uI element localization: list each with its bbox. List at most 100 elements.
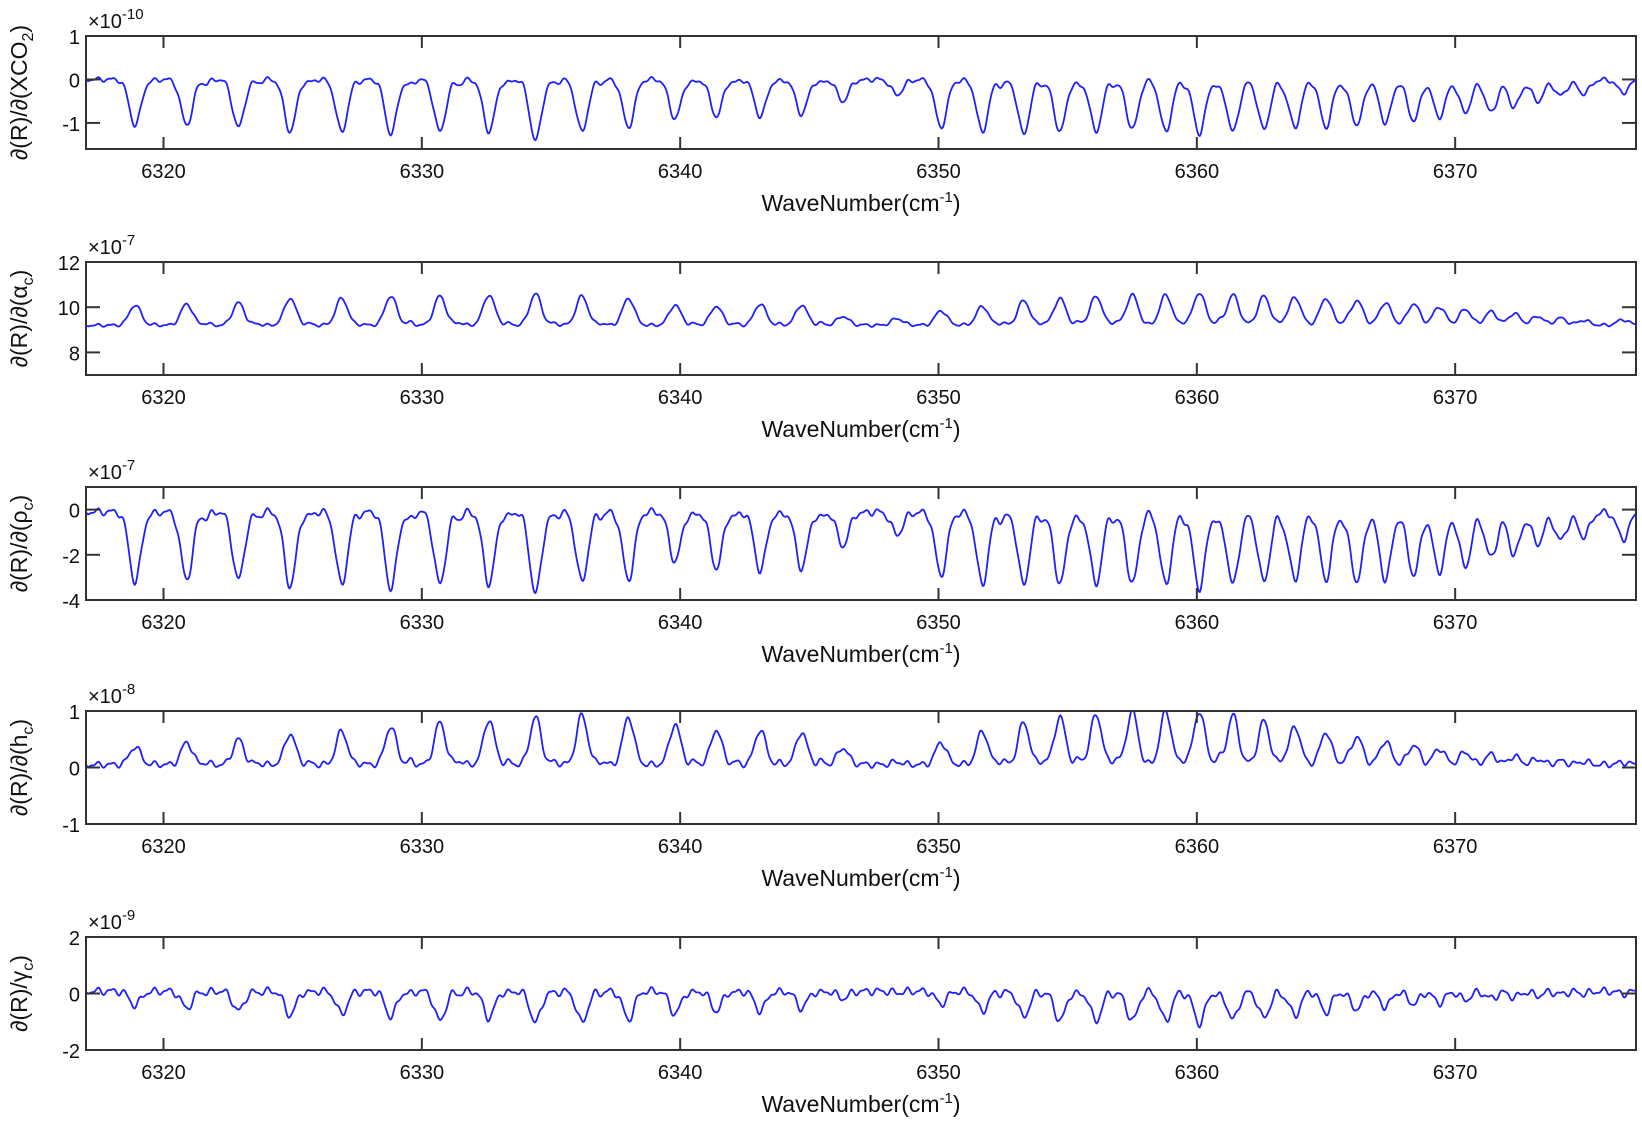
x-axis-label-main: WaveNumber(cm — [761, 190, 939, 216]
x-tick-label: 6340 — [658, 836, 703, 858]
y-tick-label: -2 — [62, 1041, 80, 1063]
y-exponent-base: ×10 — [88, 686, 122, 708]
panel-4: 6320 6330 6340 6350 6360 6370 1 0 -1 ×10-8 WaveNum… — [6, 681, 1637, 891]
x-axis-label: WaveNumber(cm-1) — [761, 1090, 960, 1117]
x-tick-label: 6320 — [141, 836, 186, 858]
y-axis-label-main: ∂(R)/∂(α — [6, 285, 32, 367]
axes-box — [85, 35, 1637, 150]
axes-box — [85, 936, 1637, 1051]
y-axis-label-end: ) — [6, 495, 32, 503]
x-axis-label: WaveNumber(cm-1) — [761, 189, 960, 216]
y-exponent-power: -10 — [122, 6, 144, 23]
x-axis-label: WaveNumber(cm-1) — [761, 640, 960, 667]
y-exponent-power: -8 — [122, 681, 135, 698]
y-axis-label-sub: c — [20, 277, 37, 285]
x-axis-label-sup: -1 — [940, 864, 953, 881]
x-axis-label-end: ) — [953, 416, 961, 442]
y-tick-label: 12 — [58, 253, 80, 275]
x-tick-label: 6320 — [141, 387, 186, 409]
y-exponent-power: -9 — [122, 907, 135, 924]
axes-box — [85, 486, 1637, 601]
y-axis-label-main: ∂(R)/γ — [6, 970, 32, 1032]
y-tick-label: 0 — [69, 70, 80, 92]
y-axis-label-sub: c — [20, 502, 37, 510]
x-axis-label-end: ) — [953, 865, 961, 891]
y-exponent-label: ×10-7 — [88, 232, 135, 259]
panel-2: 6320 6330 6340 6350 6360 6370 12 10 8 ×10-7 WaveNu… — [6, 232, 1637, 442]
x-axis-label-end: ) — [953, 641, 961, 667]
y-axis-label: ∂(R)/∂(αc) — [6, 270, 37, 368]
x-tick-label: 6320 — [141, 1062, 186, 1084]
y-tick-label: -4 — [62, 591, 80, 613]
y-tick-label: 0 — [69, 501, 80, 523]
data-series-line — [86, 986, 1636, 1029]
panel-1: 6320 6330 6340 6350 6360 6370 1 0 -1 ×10-10 WaveNu… — [6, 6, 1637, 216]
x-tick-label: 6340 — [658, 1062, 703, 1084]
x-tick-label: 6320 — [141, 612, 186, 634]
y-exponent-label: ×10-9 — [88, 907, 135, 934]
x-tick-label: 6330 — [400, 836, 445, 858]
y-tick-label: 2 — [69, 928, 80, 950]
y-axis-label: ∂(R)/γc) — [6, 955, 37, 1032]
x-tick-label: 6360 — [1175, 612, 1220, 634]
y-exponent-base: ×10 — [88, 237, 122, 259]
x-tick-label: 6350 — [916, 612, 961, 634]
y-axis-label-sub: c — [20, 727, 37, 735]
x-tick-label: 6340 — [658, 612, 703, 634]
x-axis-label-sup: -1 — [940, 189, 953, 206]
x-tick-label: 6350 — [916, 387, 961, 409]
y-axis-label-end: ) — [6, 25, 32, 33]
x-tick-label: 6360 — [1175, 1062, 1220, 1084]
x-tick-label: 6330 — [400, 612, 445, 634]
panel-3: 6320 6330 6340 6350 6360 6370 0 -2 -4 ×10-7 WaveNu… — [6, 457, 1637, 667]
y-exponent-label: ×10-8 — [88, 681, 135, 708]
x-tick-label: 6370 — [1433, 161, 1478, 183]
y-tick-label: 10 — [58, 298, 80, 320]
x-tick-label: 6370 — [1433, 612, 1478, 634]
x-tick-label: 6330 — [400, 161, 445, 183]
x-tick-label: 6360 — [1175, 161, 1220, 183]
y-tick-label: 0 — [69, 985, 80, 1007]
data-series-line — [86, 507, 1636, 594]
y-tick-label: -1 — [62, 815, 80, 837]
data-series-line — [86, 76, 1636, 142]
x-tick-label: 6330 — [400, 387, 445, 409]
y-axis-label-main: ∂(R)/∂(ρ — [6, 510, 32, 592]
x-axis-label-main: WaveNumber(cm — [761, 416, 939, 442]
y-exponent-label: ×10-10 — [88, 6, 144, 33]
x-tick-label: 6360 — [1175, 387, 1220, 409]
x-tick-label: 6340 — [658, 387, 703, 409]
y-axis-label-sub: c — [20, 963, 37, 971]
y-axis-label-main: ∂(R)/∂(XCO — [6, 42, 32, 161]
x-tick-label: 6330 — [400, 1062, 445, 1084]
y-tick-label: -1 — [62, 114, 80, 136]
x-axis-label-sup: -1 — [940, 640, 953, 657]
x-tick-label: 6350 — [916, 836, 961, 858]
y-axis-label: ∂(R)/∂(XCO2) — [6, 25, 37, 160]
x-tick-label: 6350 — [916, 1062, 961, 1084]
y-exponent-power: -7 — [122, 457, 135, 474]
axes-box — [85, 261, 1637, 376]
y-exponent-base: ×10 — [88, 912, 122, 934]
y-axis-label-sub: 2 — [20, 33, 37, 42]
x-axis-label-end: ) — [953, 190, 961, 216]
panel-5: 6320 6330 6340 6350 6360 6370 2 0 -2 ×10-9 WaveNum… — [6, 907, 1637, 1117]
x-tick-label: 6370 — [1433, 836, 1478, 858]
y-tick-label: 8 — [69, 343, 80, 365]
y-tick-label: 1 — [69, 702, 80, 724]
y-exponent-base: ×10 — [88, 462, 122, 484]
x-tick-label: 6320 — [141, 161, 186, 183]
x-axis-label-main: WaveNumber(cm — [761, 865, 939, 891]
data-series-line — [86, 292, 1636, 328]
data-series-line — [86, 711, 1636, 769]
y-axis-label-end: ) — [6, 955, 32, 963]
x-tick-label: 6360 — [1175, 836, 1220, 858]
x-axis-label-main: WaveNumber(cm — [761, 641, 939, 667]
x-axis-label-sup: -1 — [940, 1090, 953, 1107]
y-axis-label: ∂(R)/∂(hc) — [6, 719, 37, 816]
y-axis-label-end: ) — [6, 719, 32, 727]
y-tick-label: 1 — [69, 27, 80, 49]
x-axis-label: WaveNumber(cm-1) — [761, 415, 960, 442]
y-exponent-label: ×10-7 — [88, 457, 135, 484]
